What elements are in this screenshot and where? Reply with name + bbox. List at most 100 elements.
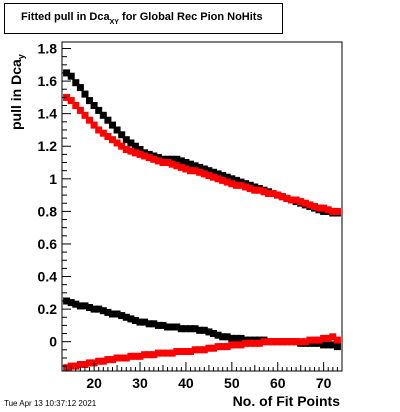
- data-point: [104, 356, 112, 364]
- data-point: [168, 349, 176, 357]
- data-point: [269, 190, 277, 197]
- ylabel-subscript: y: [16, 54, 26, 60]
- data-point: [168, 155, 176, 163]
- data-point: [127, 139, 135, 147]
- data-point: [205, 167, 213, 175]
- data-point: [237, 341, 245, 349]
- data-point: [122, 146, 130, 153]
- x-tick-label: 60: [270, 375, 286, 391]
- data-point: [320, 341, 328, 349]
- data-point: [131, 352, 139, 360]
- data-point: [76, 106, 84, 114]
- data-point: [182, 348, 190, 355]
- data-point: [288, 338, 295, 346]
- data-point: [214, 175, 222, 183]
- title-box: Fitted pull in DcaXY for Global Rec Pion…: [4, 3, 283, 34]
- data-point: [154, 349, 162, 357]
- data-point: [113, 126, 121, 134]
- data-point: [228, 341, 236, 349]
- data-point: [278, 338, 286, 346]
- x-tick-label: 20: [86, 375, 102, 391]
- data-point: [200, 326, 208, 334]
- data-point: [242, 183, 250, 191]
- title-main: Fitted pull in Dca: [21, 11, 110, 23]
- y-tick-label: 0.4: [38, 269, 58, 285]
- data-point: [67, 299, 75, 307]
- data-point: [72, 362, 80, 370]
- data-point: [104, 133, 112, 140]
- data-point: [141, 152, 149, 160]
- data-point: [86, 97, 93, 105]
- data-point: [246, 185, 254, 193]
- data-point: [136, 352, 144, 360]
- data-point: [159, 349, 167, 357]
- data-point: [76, 361, 84, 368]
- data-point: [219, 333, 227, 341]
- data-point: [150, 155, 158, 163]
- data-point: [260, 338, 268, 346]
- data-point: [297, 198, 305, 206]
- data-point: [292, 196, 300, 204]
- data-point: [315, 336, 323, 344]
- plot-marks: [63, 69, 341, 372]
- data-point: [187, 348, 194, 355]
- data-point: [81, 111, 89, 119]
- plot-frame: [61, 41, 343, 372]
- data-point: [118, 312, 126, 320]
- data-point: [159, 321, 167, 329]
- data-point: [232, 334, 240, 342]
- data-point: [122, 313, 130, 321]
- data-point: [104, 116, 112, 124]
- data-point: [210, 168, 217, 176]
- data-point: [113, 310, 121, 318]
- chart-title: Fitted pull in DcaXY for Global Rec Pion…: [21, 11, 263, 26]
- data-point: [109, 136, 116, 144]
- series-0: [63, 69, 341, 217]
- data-point: [200, 346, 208, 354]
- data-point: [187, 325, 194, 333]
- data-point: [86, 304, 93, 311]
- data-point: [219, 172, 227, 180]
- data-point: [333, 207, 341, 215]
- data-point: [72, 102, 80, 109]
- data-point: [118, 142, 126, 150]
- data-point: [306, 336, 314, 344]
- data-point: [122, 136, 130, 144]
- data-point: [306, 201, 314, 209]
- data-point: [223, 343, 231, 351]
- data-point: [95, 106, 103, 114]
- data-point: [72, 300, 80, 308]
- data-point: [223, 173, 231, 181]
- data-point: [315, 204, 323, 212]
- data-point: [177, 325, 185, 333]
- data-point: [173, 348, 181, 355]
- data-point: [99, 111, 107, 119]
- data-point: [324, 334, 332, 342]
- data-point: [200, 165, 208, 173]
- data-point: [118, 131, 126, 139]
- x-tick-label: 40: [178, 375, 194, 391]
- data-point: [113, 354, 121, 362]
- data-point: [177, 348, 185, 355]
- data-point: [297, 338, 305, 346]
- data-point: [177, 163, 185, 171]
- data-point: [99, 307, 107, 315]
- data-point: [76, 302, 84, 310]
- data-point: [223, 333, 231, 341]
- y-tick-label: 0.2: [38, 301, 58, 317]
- data-point: [81, 302, 89, 310]
- data-point: [173, 323, 181, 331]
- data-point: [191, 167, 199, 175]
- data-point: [283, 194, 291, 202]
- data-point: [311, 203, 318, 210]
- data-point: [99, 129, 107, 137]
- data-point: [311, 336, 318, 344]
- data-point: [141, 351, 149, 359]
- data-point: [196, 346, 204, 354]
- title-rest: for Global Rec Pion NoHits: [118, 11, 263, 23]
- y-tick-label: 1.2: [38, 138, 58, 154]
- data-point: [200, 170, 208, 178]
- data-point: [292, 338, 300, 346]
- data-point: [329, 333, 337, 341]
